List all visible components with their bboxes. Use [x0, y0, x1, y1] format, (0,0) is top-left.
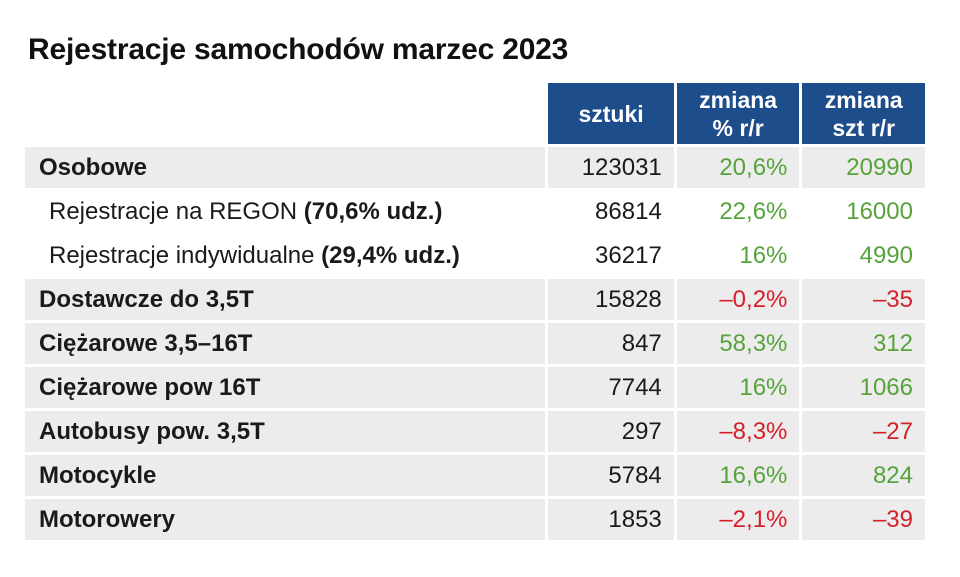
row-label: Rejestracje indywidualne (29,4% udz.)	[25, 235, 546, 279]
table-row: Ciężarowe 3,5–16T 847 58,3% 312	[25, 323, 925, 367]
table-row: Autobusy pow. 3,5T 297 –8,3% –27	[25, 411, 925, 455]
table-row: Dostawcze do 3,5T 15828 –0,2% –35	[25, 279, 925, 323]
row-value: 5784	[548, 455, 674, 499]
row-pct-change: –8,3%	[676, 411, 800, 455]
row-szt-change: 20990	[802, 147, 925, 191]
table-row: Motocykle 5784 16,6% 824	[25, 455, 925, 499]
row-pct-change: –2,1%	[676, 499, 800, 543]
row-pct-change: 20,6%	[676, 147, 800, 191]
row-label: Motocykle	[25, 455, 546, 499]
registrations-table: sztuki zmiana % r/r zmiana szt r/r Osobo…	[25, 83, 926, 543]
row-pct-change: 16,6%	[676, 455, 800, 499]
row-label: Ciężarowe 3,5–16T	[25, 323, 546, 367]
row-szt-change: –27	[802, 411, 925, 455]
row-szt-change: 16000	[802, 191, 925, 235]
row-szt-change: 824	[802, 455, 925, 499]
row-label: Osobowe	[25, 147, 546, 191]
page-title: Rejestracje samochodów marzec 2023	[28, 33, 569, 66]
row-szt-change: 1066	[802, 367, 925, 411]
header-zmiana-pct-line1: zmiana	[699, 86, 778, 113]
header-zmiana-pct: zmiana % r/r	[676, 83, 800, 147]
row-pct-change: 22,6%	[676, 191, 800, 235]
row-label-share: (70,6% udz.)	[303, 197, 443, 225]
row-value: 847	[548, 323, 674, 367]
row-szt-change: 312	[802, 323, 925, 367]
row-pct-change: 58,3%	[676, 323, 800, 367]
row-label-share: (29,4% udz.)	[321, 241, 460, 269]
table-row: Rejestracje indywidualne (29,4% udz.) 36…	[25, 235, 925, 279]
row-value: 297	[548, 411, 674, 455]
row-label: Ciężarowe pow 16T	[25, 367, 546, 411]
table-row: Motorowery 1853 –2,1% –39	[25, 499, 925, 543]
row-label-text: Rejestracje indywidualne	[49, 241, 322, 269]
row-value: 36217	[548, 235, 674, 279]
header-zmiana-szt: zmiana szt r/r	[802, 83, 926, 147]
row-label: Rejestracje na REGON (70,6% udz.)	[25, 191, 546, 235]
row-label: Motorowery	[25, 499, 546, 543]
row-pct-change: –0,2%	[676, 279, 800, 323]
row-value: 15828	[548, 279, 674, 323]
row-value: 123031	[548, 147, 674, 191]
row-pct-change: 16%	[676, 367, 800, 411]
table-row: Osobowe 123031 20,6% 20990	[25, 147, 925, 191]
row-szt-change: –35	[802, 279, 925, 323]
header-zmiana-szt-line2: szt r/r	[832, 114, 896, 141]
header-zmiana-szt-line1: zmiana	[824, 86, 903, 113]
header-zmiana-pct-line2: % r/r	[712, 114, 764, 141]
row-value: 7744	[548, 367, 674, 411]
header-sztuki-label: sztuki	[578, 100, 644, 127]
table-header: sztuki zmiana % r/r zmiana szt r/r	[25, 83, 926, 147]
row-pct-change: 16%	[676, 235, 800, 279]
row-value: 86814	[548, 191, 674, 235]
row-value: 1853	[548, 499, 674, 543]
row-szt-change: 4990	[802, 235, 925, 279]
row-label-text: Rejestracje na REGON	[49, 197, 304, 225]
row-label: Dostawcze do 3,5T	[25, 279, 546, 323]
row-label: Autobusy pow. 3,5T	[25, 411, 546, 455]
table-row: Ciężarowe pow 16T 7744 16% 1066	[25, 367, 925, 411]
header-sztuki: sztuki	[548, 83, 674, 147]
row-szt-change: –39	[802, 499, 925, 543]
table-row: Rejestracje na REGON (70,6% udz.) 86814 …	[25, 191, 925, 235]
header-blank	[25, 83, 546, 147]
